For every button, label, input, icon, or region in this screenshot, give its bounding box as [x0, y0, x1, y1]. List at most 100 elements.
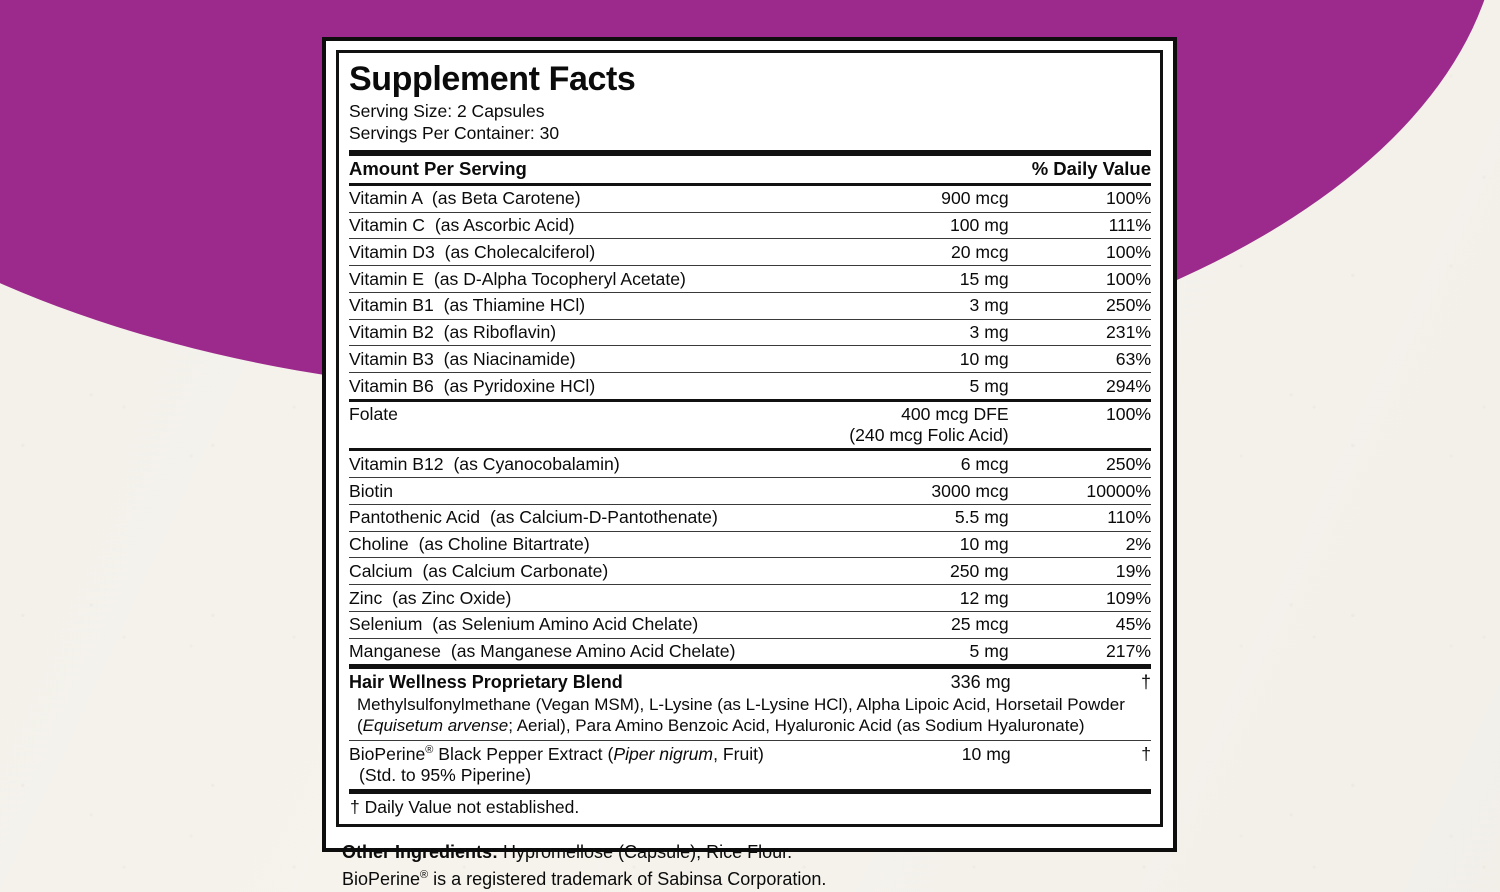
nutrient-amount: 3 mg [806, 291, 1011, 320]
header-spacer [806, 156, 1011, 185]
nutrient-source: (as Thiamine HCl) [443, 295, 586, 316]
blend-ingredients-line-1: Methylsulfonylmethane (Vegan MSM), L-Lys… [357, 695, 1125, 715]
supplement-facts-card: Supplement Facts Serving Size: 2 Capsule… [322, 37, 1177, 889]
nutrient-source: (as Ascorbic Acid) [434, 215, 575, 236]
nutrient-amount: 10 mg [806, 530, 1011, 558]
nutrient-daily-value: 111% [1010, 211, 1151, 239]
table-row: Biotin 3000 mcg 10000% [349, 477, 1151, 505]
nutrient-daily-value: 2% [1010, 530, 1151, 558]
daily-value-footnote: † Daily Value not established. [349, 789, 1151, 820]
table-row: Manganese (as Manganese Amino Acid Chela… [349, 637, 1151, 667]
nutrient-name: Calcium (as Calcium Carbonate) [349, 557, 807, 585]
nutrient-source: (as Manganese Amino Acid Chelate) [450, 641, 736, 662]
header-top-rule [349, 149, 1151, 156]
table-row: Folate 400 mcg DFE (240 mcg Folic Acid) … [349, 398, 1151, 450]
nutrient-name: Zinc (as Zinc Oxide) [349, 584, 807, 612]
registered-mark-icon: ® [425, 744, 434, 757]
nutrient-source: (as Niacinamide) [443, 348, 576, 369]
nutrient-name: Pantothenic Acid (as Calcium-D-Pantothen… [349, 503, 807, 532]
table-row: Vitamin B12 (as Cyanocobalamin) 6 mcg 25… [349, 448, 1151, 478]
nutrient-source: (as Calcium Carbonate) [422, 560, 609, 581]
table-header-row: Amount Per Serving % Daily Value [349, 156, 1151, 185]
servings-per-container-line: Servings Per Container: 30 [349, 123, 560, 144]
nutrient-daily-value: 63% [1010, 345, 1151, 373]
nutrient-daily-value: 100% [1010, 265, 1151, 293]
proprietary-blend-row: Hair Wellness Proprietary Blend 336 mg † [349, 664, 1151, 696]
bioperine-standardization: (Std. to 95% Piperine) [359, 765, 532, 786]
nutrient-name: Manganese (as Manganese Amino Acid Chela… [349, 637, 807, 667]
nutrient-source: (as Calcium-D-Pantothenate) [489, 507, 718, 528]
nutrient-daily-value: 109% [1010, 584, 1151, 612]
bioperine-row: BioPerine® Black Pepper Extract (Piper n… [349, 740, 1151, 790]
nutrition-table: Amount Per Serving % Daily Value Vitamin… [349, 156, 1151, 790]
nutrient-name: Folate [349, 398, 807, 450]
nutrient-amount: 250 mg [806, 557, 1011, 585]
nutrient-source: (as Pyridoxine HCl) [443, 375, 596, 396]
bioperine-daily-value: † [1010, 740, 1151, 790]
nutrient-amount: 100 mg [806, 211, 1011, 239]
nutrient-name: Vitamin D3 (as Cholecalciferol) [349, 238, 807, 266]
nutrient-daily-value: 100% [1010, 182, 1151, 213]
nutrient-name: Vitamin B1 (as Thiamine HCl) [349, 291, 807, 320]
nutrient-daily-value: 231% [1010, 318, 1151, 346]
table-row: Choline (as Choline Bitartrate) 10 mg 2% [349, 530, 1151, 558]
nutrient-daily-value: 100% [1010, 238, 1151, 266]
nutrient-name: Biotin [349, 477, 807, 505]
nutrient-name: Vitamin A (as Beta Carotene) [349, 182, 807, 213]
botanical-name: Piper nigrum [613, 744, 714, 765]
table-row: Vitamin B6 (as Pyridoxine HCl) 5 mg 294% [349, 372, 1151, 401]
nutrient-name: Vitamin B2 (as Riboflavin) [349, 318, 807, 346]
blend-name: Hair Wellness Proprietary Blend [349, 664, 807, 696]
table-row: Vitamin B1 (as Thiamine HCl) 3 mg 250% [349, 291, 1151, 320]
nutrient-daily-value: 100% [1010, 398, 1151, 450]
nutrient-source: (as Zinc Oxide) [392, 587, 512, 608]
header-percent-daily-value: % Daily Value [1031, 157, 1151, 179]
nutrient-source: (as Beta Carotene) [431, 188, 581, 209]
nutrient-amount: 6 mcg [806, 448, 1011, 478]
nutrient-name: Vitamin E (as D-Alpha Tocopheryl Acetate… [349, 265, 807, 293]
nutrient-amount: 900 mcg [806, 182, 1011, 213]
table-row: Vitamin E (as D-Alpha Tocopheryl Acetate… [349, 265, 1151, 293]
registered-mark-icon: ® [420, 869, 429, 882]
nutrient-daily-value: 250% [1010, 448, 1151, 478]
table-row: Selenium (as Selenium Amino Acid Chelate… [349, 610, 1151, 639]
nutrient-source: (as D-Alpha Tocopheryl Acetate) [433, 268, 686, 289]
header-amount-per-serving: Amount Per Serving [349, 157, 527, 179]
nutrient-amount: 5 mg [806, 372, 1011, 401]
other-ingredients-block: Other Ingredients: Hypromellose (Capsule… [336, 827, 1163, 892]
table-row: Vitamin A (as Beta Carotene) 900 mcg 100… [349, 182, 1151, 213]
nutrient-daily-value: 294% [1010, 372, 1151, 401]
proprietary-blend-ingredients: Methylsulfonylmethane (Vegan MSM), L-Lys… [349, 695, 1151, 740]
table-row: Vitamin D3 (as Cholecalciferol) 20 mcg 1… [349, 238, 1151, 266]
nutrient-amount: 3 mg [806, 318, 1011, 346]
nutrient-amount: 12 mg [806, 584, 1011, 612]
botanical-name: Equisetum arvense [362, 715, 509, 735]
table-row: Pantothenic Acid (as Calcium-D-Pantothen… [349, 503, 1151, 532]
bioperine-name: BioPerine® Black Pepper Extract (Piper n… [349, 740, 807, 790]
nutrient-amount-secondary: (240 mcg Folic Acid) [849, 425, 1009, 446]
table-row: Calcium (as Calcium Carbonate) 250 mg 19… [349, 557, 1151, 585]
nutrient-source: (as Selenium Amino Acid Chelate) [432, 614, 699, 635]
nutrient-source: (as Cholecalciferol) [444, 241, 596, 262]
nutrient-daily-value: 10000% [1010, 477, 1151, 505]
serving-size-line: Serving Size: 2 Capsules [349, 101, 545, 121]
table-row: Vitamin B2 (as Riboflavin) 3 mg 231% [349, 318, 1151, 346]
nutrient-daily-value: 110% [1010, 503, 1151, 532]
nutrient-name: Vitamin C (as Ascorbic Acid) [349, 211, 807, 239]
nutrient-daily-value: 250% [1010, 291, 1151, 320]
nutrient-amount: 400 mcg DFE (240 mcg Folic Acid) [806, 398, 1011, 450]
nutrient-source: (as Cyanocobalamin) [453, 453, 620, 474]
trademark-line: BioPerine® is a registered trademark of … [342, 869, 827, 890]
table-row: Zinc (as Zinc Oxide) 12 mg 109% [349, 584, 1151, 612]
table-row: Vitamin B3 (as Niacinamide) 10 mg 63% [349, 345, 1151, 373]
nutrient-amount: 20 mcg [806, 238, 1011, 266]
nutrient-amount: 15 mg [806, 265, 1011, 293]
nutrient-name: Vitamin B6 (as Pyridoxine HCl) [349, 372, 807, 401]
other-ingredients-value: Hypromellose (Capsule), Rice Flour. [498, 842, 793, 863]
panel-title: Supplement Facts [349, 60, 636, 98]
blend-daily-value: † [1010, 664, 1151, 696]
nutrient-name: Vitamin B3 (as Niacinamide) [349, 345, 807, 373]
nutrient-source: (as Riboflavin) [443, 322, 557, 343]
other-ingredients-line: Other Ingredients: Hypromellose (Capsule… [342, 839, 1163, 866]
